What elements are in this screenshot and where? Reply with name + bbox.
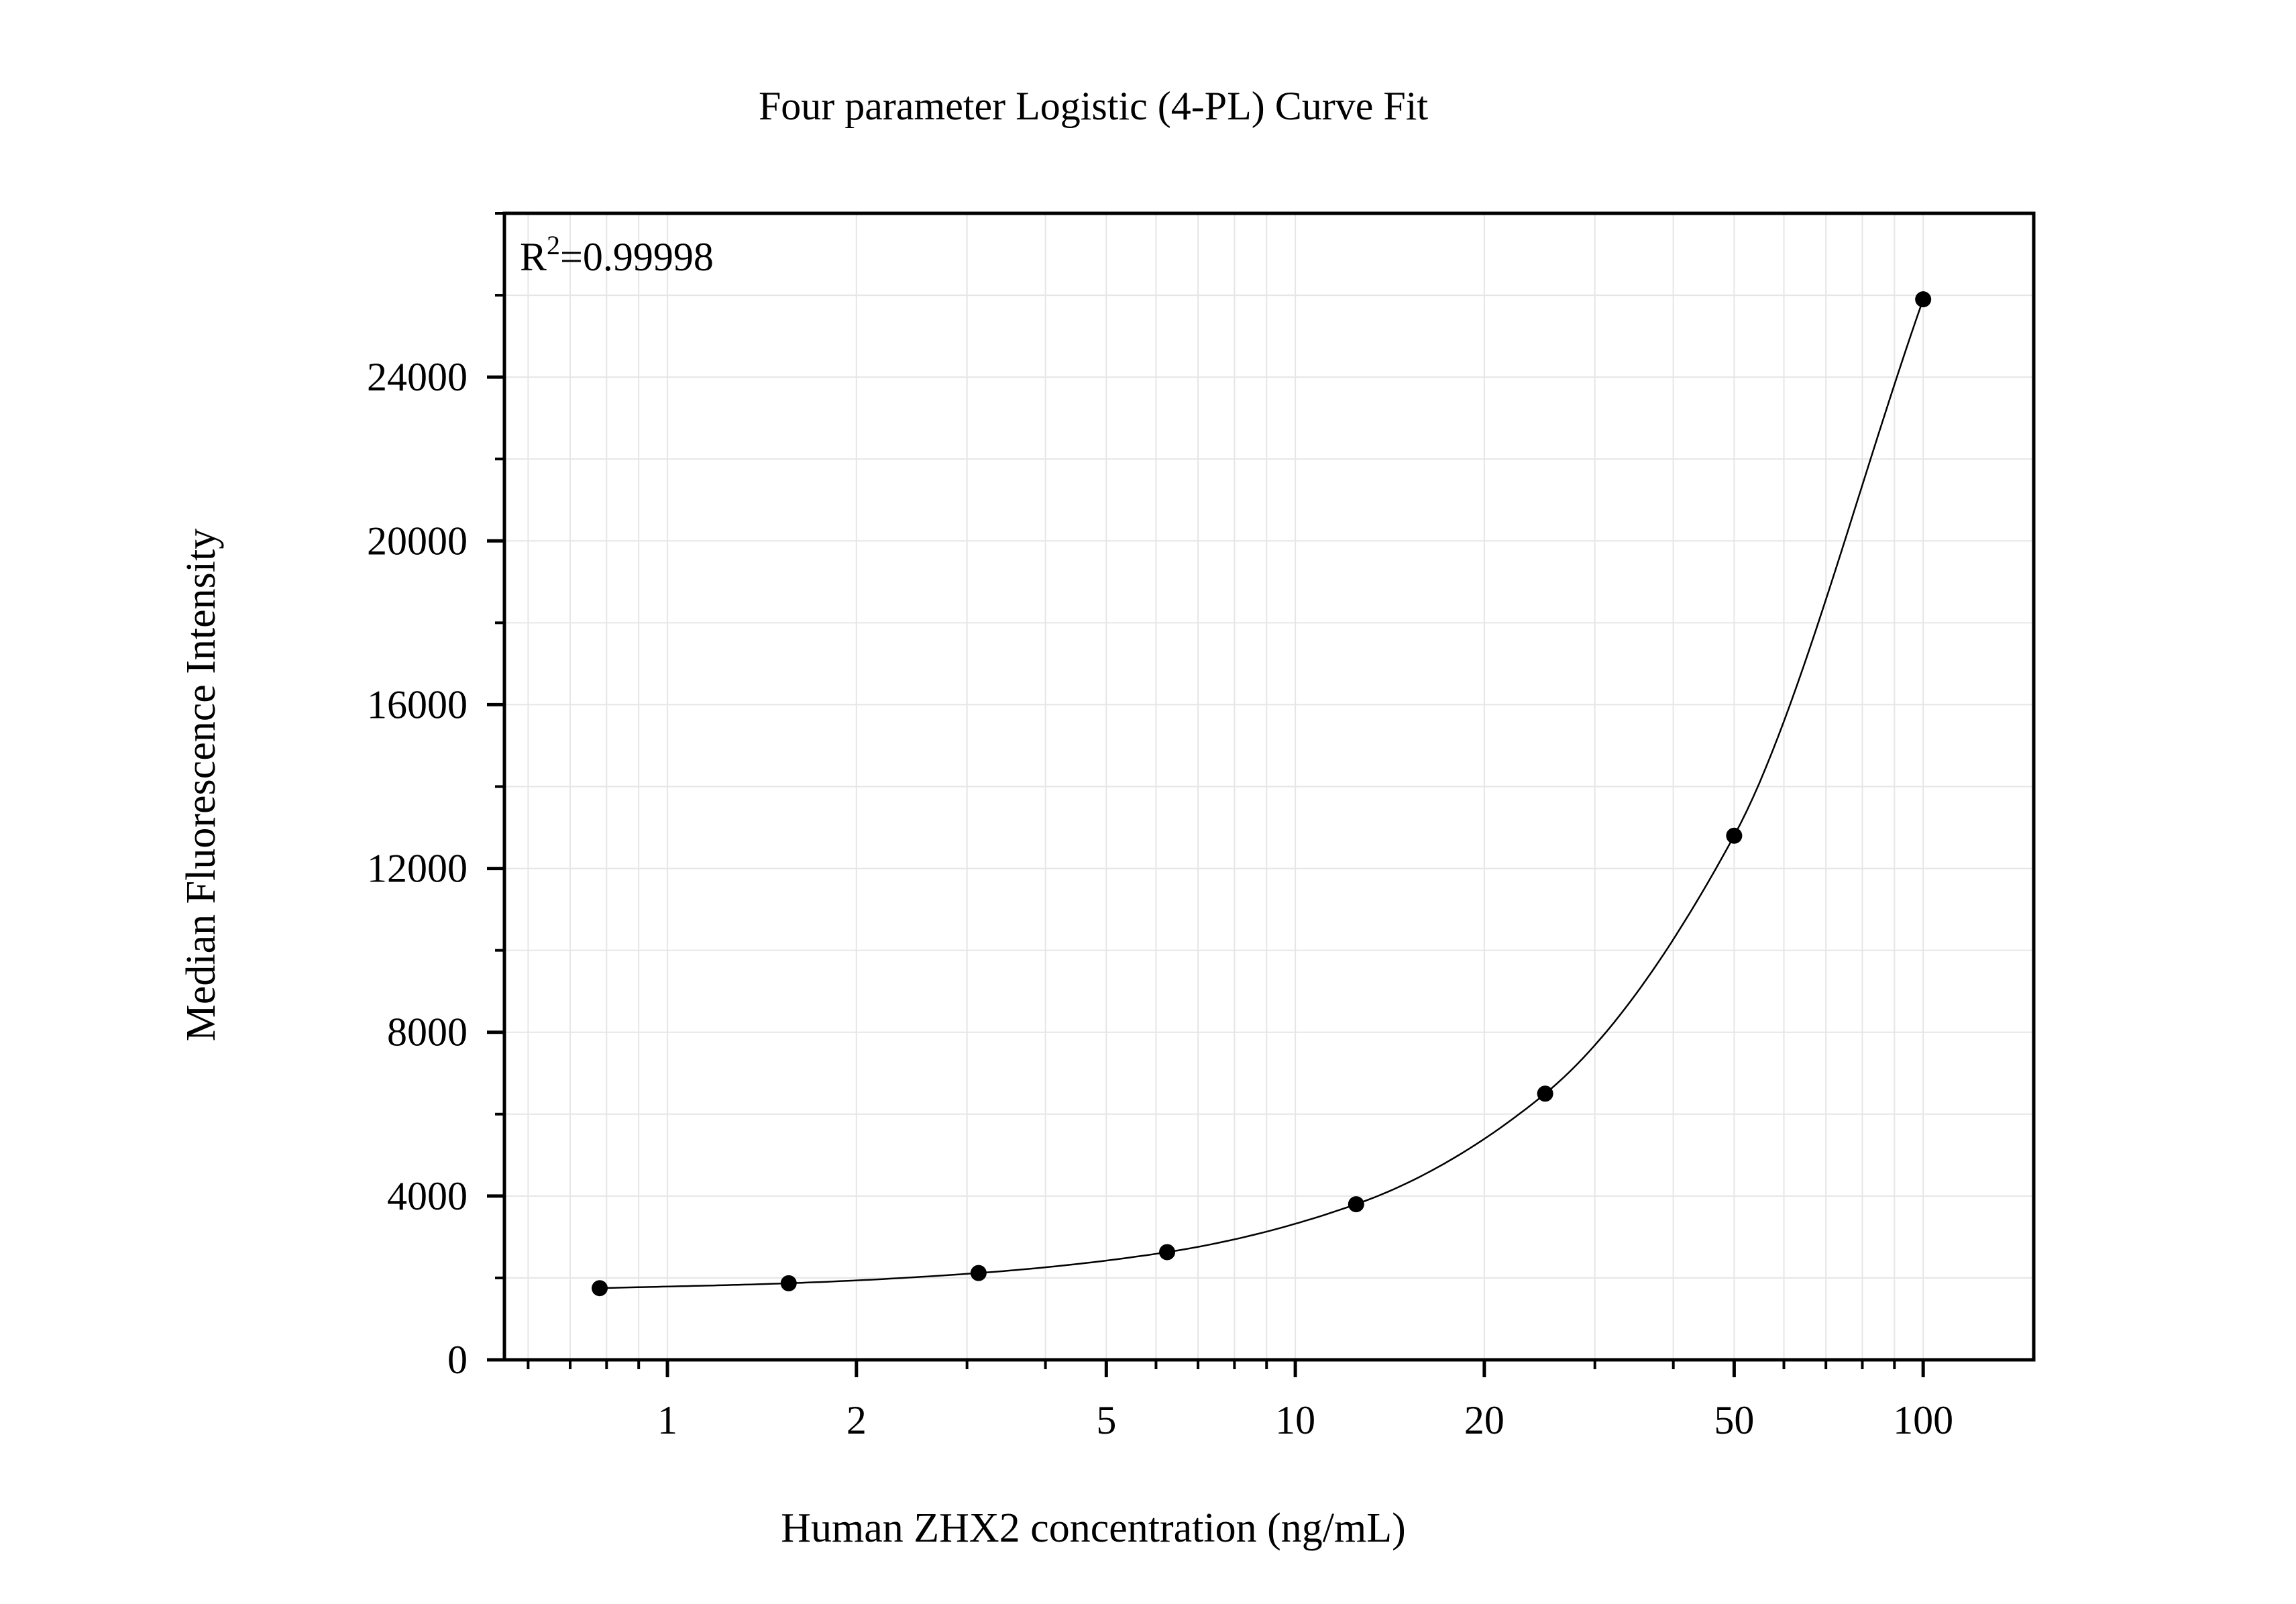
y-tick-label: 24000 — [367, 355, 468, 399]
fit-curve-layer — [599, 299, 1924, 1289]
x-tick-label: 20 — [1464, 1398, 1505, 1442]
y-tick-label: 0 — [447, 1338, 468, 1382]
data-point — [780, 1275, 797, 1291]
grid — [504, 213, 2034, 1360]
y-tick-label: 4000 — [387, 1174, 468, 1218]
data-point — [592, 1280, 608, 1297]
data-points — [592, 291, 1932, 1297]
y-tick-label: 20000 — [367, 519, 468, 563]
r-squared-annotation: R2=0.99998 — [520, 230, 714, 279]
y-axis: 0 4000 8000 12000 16000 20000 24000 — [367, 212, 504, 1382]
x-tick-label: 1 — [657, 1398, 677, 1442]
chart-title: Four parameter Logistic (4-PL) Curve Fit — [759, 84, 1428, 128]
y-tick-label: 8000 — [387, 1010, 468, 1055]
data-point — [1726, 827, 1743, 844]
data-point — [1348, 1196, 1364, 1213]
data-point — [1537, 1085, 1553, 1102]
r-squared-base: R — [520, 235, 547, 279]
y-tick-label: 16000 — [367, 682, 468, 727]
r-squared-superscript: 2 — [547, 230, 560, 260]
x-tick-label: 100 — [1893, 1398, 1953, 1442]
x-tick-label: 50 — [1714, 1398, 1754, 1442]
x-tick-label: 5 — [1096, 1398, 1116, 1442]
data-point — [1915, 291, 1932, 308]
x-axis: 1 2 5 10 20 50 100 — [527, 1360, 1953, 1442]
y-axis-label: Median Fluorescence Intensity — [178, 529, 224, 1041]
x-axis-label: Human ZHX2 concentration (ng/mL) — [781, 1505, 1405, 1551]
x-tick-label: 10 — [1275, 1398, 1315, 1442]
r-squared-value: =0.99998 — [560, 235, 714, 279]
data-point — [1159, 1244, 1176, 1261]
y-tick-label: 12000 — [367, 847, 468, 891]
data-point — [970, 1265, 987, 1281]
fit-curve — [599, 299, 1924, 1289]
x-tick-label: 2 — [846, 1398, 867, 1442]
